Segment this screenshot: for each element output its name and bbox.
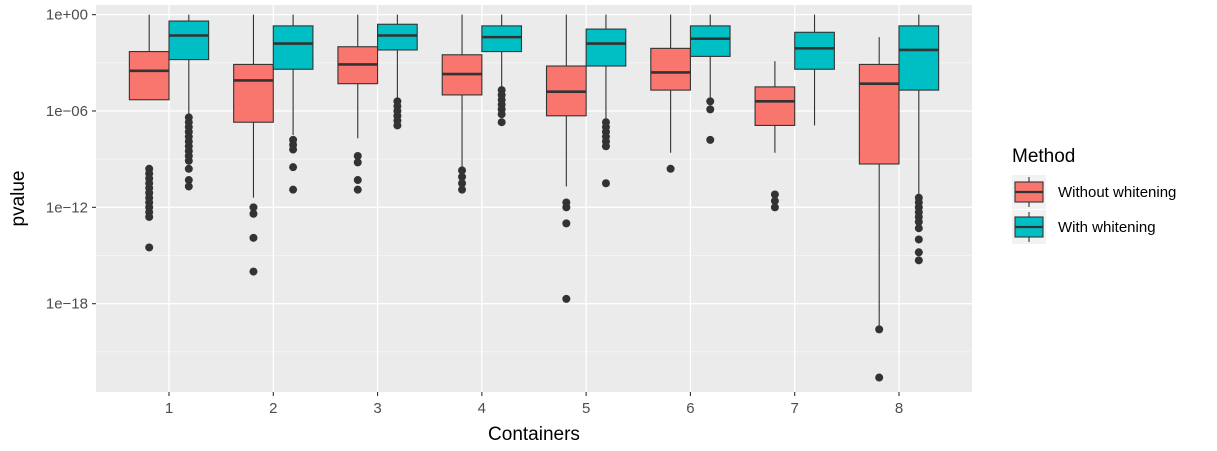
outlier-point bbox=[353, 185, 362, 194]
x-tick-label: 5 bbox=[582, 400, 590, 417]
outlier-point bbox=[249, 209, 258, 218]
y-axis-title: pvalue bbox=[8, 171, 29, 227]
box-1-with-whitening bbox=[168, 14, 210, 191]
box-6-without-whitening bbox=[650, 14, 691, 173]
outlier-point bbox=[706, 105, 715, 114]
outlier-point bbox=[770, 190, 779, 199]
box-8-with-whitening bbox=[898, 14, 940, 265]
box-body bbox=[650, 47, 691, 91]
box-1-without-whitening bbox=[128, 14, 170, 252]
outlier-point bbox=[289, 185, 298, 194]
outlier-point bbox=[458, 172, 467, 181]
box-8-without-whitening bbox=[858, 37, 900, 382]
axes: 1e+00 1e−06 1e−12 1e−18 1 2 3 4 5 6 7 8 bbox=[46, 7, 903, 417]
box-7-without-whitening bbox=[754, 61, 796, 212]
box-body bbox=[272, 25, 314, 70]
outlier-point bbox=[145, 243, 154, 252]
outlier-point bbox=[458, 166, 467, 175]
legend-item-without-whitening: Without whitening bbox=[1012, 175, 1176, 209]
legend-item-label: Without whitening bbox=[1058, 184, 1176, 201]
outlier-point bbox=[770, 203, 779, 212]
outlier-point bbox=[184, 182, 193, 191]
outlier-point bbox=[184, 156, 193, 165]
y-tick-label: 1e−06 bbox=[46, 103, 88, 120]
box-4-without-whitening bbox=[441, 14, 483, 194]
outlier-point bbox=[601, 142, 610, 151]
box-5-with-whitening bbox=[585, 14, 627, 188]
outlier-point bbox=[914, 235, 923, 244]
outlier-point bbox=[562, 203, 571, 212]
box-4-with-whitening bbox=[481, 14, 523, 127]
outlier-point bbox=[353, 176, 362, 185]
box-2-with-whitening bbox=[272, 14, 314, 194]
outlier-point bbox=[706, 97, 715, 106]
box-body bbox=[794, 31, 835, 70]
x-tick-label: 6 bbox=[686, 400, 694, 417]
outlier-point bbox=[458, 185, 467, 194]
outlier-point bbox=[458, 179, 467, 188]
box-body bbox=[128, 51, 170, 101]
box-body bbox=[233, 63, 274, 123]
outlier-point bbox=[562, 219, 571, 228]
outlier-point bbox=[914, 248, 923, 257]
box-5-without-whitening bbox=[545, 14, 587, 303]
y-tick-label: 1e+00 bbox=[46, 7, 88, 24]
outlier-point bbox=[666, 164, 675, 173]
box-body bbox=[481, 25, 523, 53]
box-body bbox=[754, 86, 796, 126]
box-6-with-whitening bbox=[689, 14, 731, 144]
x-tick-label: 2 bbox=[269, 400, 277, 417]
box-body bbox=[168, 20, 210, 61]
outlier-point bbox=[497, 110, 506, 119]
y-tick-label: 1e−18 bbox=[46, 296, 88, 313]
outlier-point bbox=[184, 176, 193, 185]
box-body bbox=[689, 25, 731, 57]
outlier-point bbox=[249, 267, 258, 276]
outlier-point bbox=[353, 151, 362, 160]
boxes bbox=[128, 14, 940, 382]
outlier-point bbox=[353, 158, 362, 167]
y-tick-label: 1e−12 bbox=[46, 199, 88, 216]
outlier-point bbox=[770, 196, 779, 205]
outlier-point bbox=[145, 212, 154, 221]
outlier-point bbox=[393, 121, 402, 130]
outlier-point bbox=[875, 325, 884, 334]
outlier-point bbox=[249, 233, 258, 242]
box-body bbox=[858, 63, 900, 165]
box-2-without-whitening bbox=[233, 14, 274, 276]
outlier-point bbox=[289, 163, 298, 172]
box-body bbox=[585, 28, 627, 67]
x-tick-label: 8 bbox=[895, 400, 903, 417]
outlier-point bbox=[914, 224, 923, 233]
outlier-point bbox=[289, 145, 298, 154]
box-7-with-whitening bbox=[794, 14, 835, 126]
outlier-point bbox=[914, 256, 923, 265]
outlier-point bbox=[601, 179, 610, 188]
outlier-point bbox=[184, 164, 193, 173]
legend: Method Without whitening With whitening bbox=[1012, 146, 1176, 244]
x-tick-label: 3 bbox=[373, 400, 381, 417]
x-tick-label: 7 bbox=[791, 400, 799, 417]
outlier-point bbox=[914, 217, 923, 226]
outlier-point bbox=[706, 135, 715, 144]
outlier-point bbox=[249, 203, 258, 212]
outlier-point bbox=[562, 294, 571, 303]
x-tick-label: 4 bbox=[478, 400, 486, 417]
box-3-without-whitening bbox=[337, 14, 379, 194]
outlier-point bbox=[875, 373, 884, 382]
box-3-with-whitening bbox=[377, 14, 418, 130]
legend-title: Method bbox=[1012, 146, 1075, 167]
legend-item-label: With whitening bbox=[1058, 219, 1156, 236]
x-tick-label: 1 bbox=[165, 400, 173, 417]
outlier-point bbox=[497, 118, 506, 127]
box-body bbox=[898, 25, 940, 91]
x-axis-title: Containers bbox=[488, 424, 580, 445]
box-body bbox=[377, 23, 418, 51]
legend-item-with-whitening: With whitening bbox=[1012, 210, 1156, 244]
